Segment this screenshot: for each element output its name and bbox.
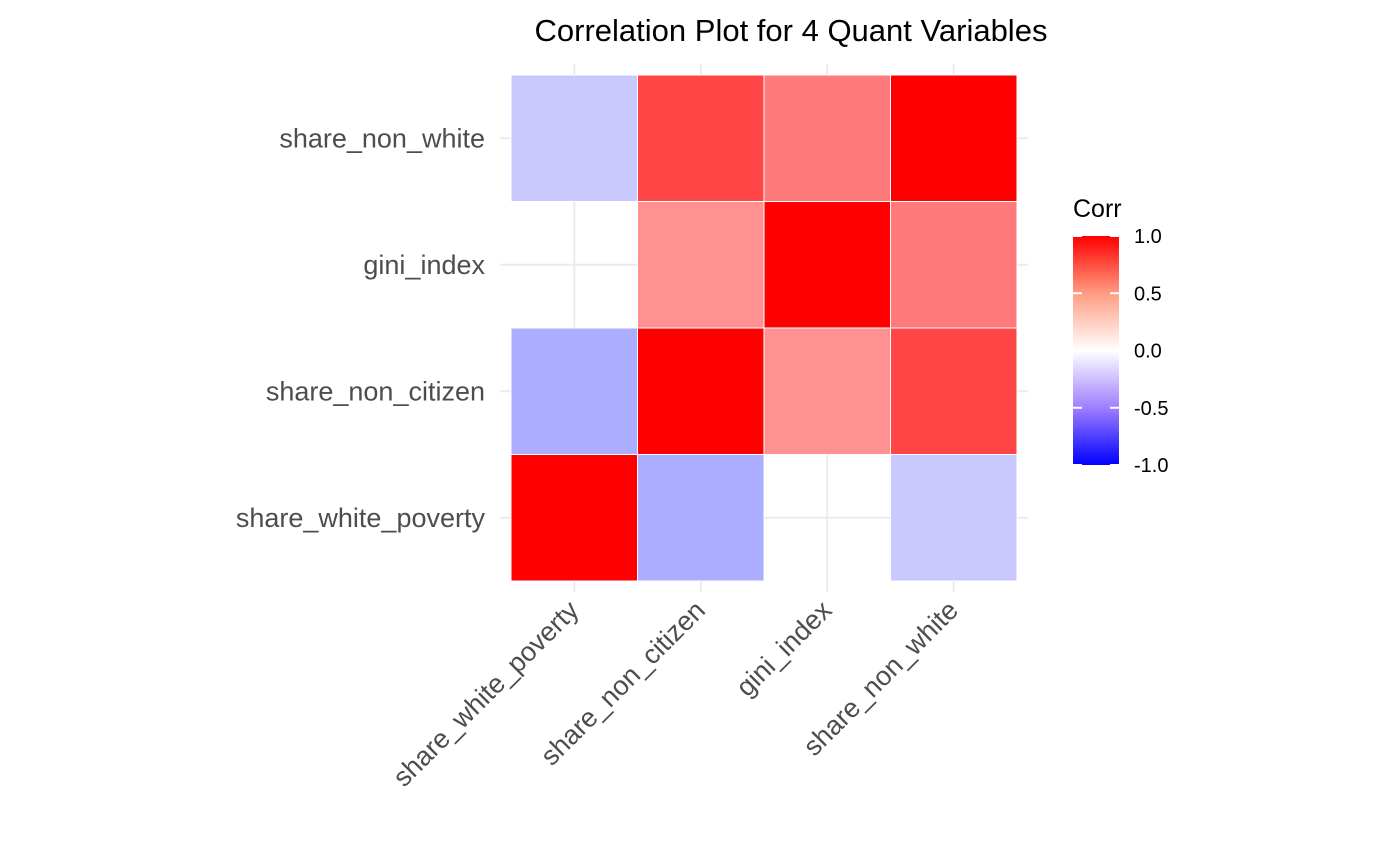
legend-tick-label: -1.0: [1134, 455, 1168, 477]
heatmap-tile-gini-index-vs-share-non-citizen: [763, 327, 891, 455]
legend-tick-label: 0.5: [1134, 283, 1162, 305]
heatmap-tile-gini-index-vs-share-non-white: [763, 74, 891, 202]
legend-tick-label: 1.0: [1134, 226, 1162, 248]
heatmap-tile-share-non-white-vs-share-non-white: [890, 74, 1018, 202]
chart-title: Correlation Plot for 4 Quant Variables: [535, 13, 1048, 48]
heatmap-tile-share-non-white-vs-gini-index: [890, 201, 1018, 329]
legend-ticks: 1.0 0.5 0.0 -0.5 -1.0: [1073, 226, 1168, 477]
heatmap-tile-share-white-poverty-vs-share-non-citizen: [510, 327, 638, 455]
y-axis: share_white_poverty share_non_citizen gini…: [236, 123, 486, 533]
y-tick-label: share_non_white: [279, 123, 485, 153]
heatmap-tile-share-non-citizen-vs-gini-index: [637, 201, 765, 329]
heatmap-tile-share-non-citizen-vs-share-non-white: [637, 74, 765, 202]
legend-title: Corr: [1073, 195, 1122, 223]
heatmap-tile-share-non-citizen-vs-share-non-citizen: [637, 327, 765, 455]
heatmap-tile-gini-index-vs-gini-index: [763, 201, 891, 329]
x-tick-label: gini_index: [730, 595, 838, 703]
heatmap-tile-share-non-citizen-vs-share-white-poverty: [637, 454, 765, 582]
y-tick-label: gini_index: [363, 250, 485, 280]
y-tick-label: share_white_poverty: [236, 503, 486, 533]
heatmap-tiles: [510, 74, 1018, 582]
heatmap-tile-share-non-white-vs-share-white-poverty: [890, 454, 1018, 582]
heatmap-tile-share-non-white-vs-share-non-citizen: [890, 327, 1018, 455]
heatmap-tile-share-white-poverty-vs-share-non-white: [510, 74, 638, 202]
legend-tick-label: -0.5: [1134, 398, 1168, 420]
legend: Corr 1.0 0.5 0.0 -0.5 -1.0: [1073, 195, 1168, 477]
heatmap-tile-share-white-poverty-vs-share-white-poverty: [510, 454, 638, 582]
legend-tick-label: 0.0: [1134, 341, 1162, 363]
y-tick-label: share_non_citizen: [266, 376, 485, 406]
